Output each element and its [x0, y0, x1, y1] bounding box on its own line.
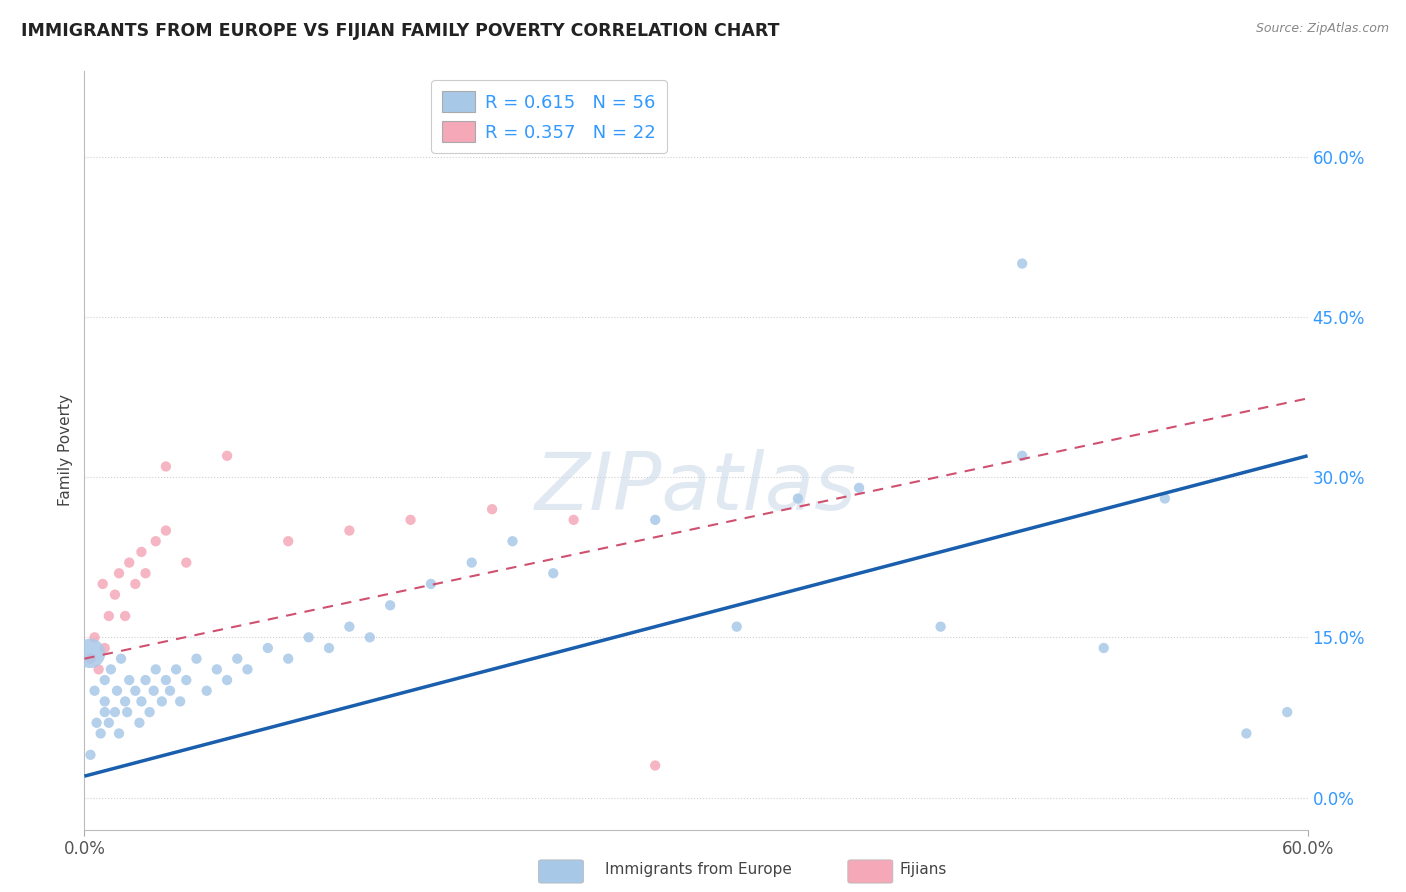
- Point: [1154, 491, 1177, 506]
- Point: [562, 513, 585, 527]
- Point: [217, 673, 239, 687]
- Point: [131, 545, 153, 559]
- Point: [108, 726, 131, 740]
- Point: [118, 556, 141, 570]
- Point: [104, 588, 127, 602]
- Point: [257, 640, 280, 655]
- Point: [481, 502, 503, 516]
- Point: [169, 694, 191, 708]
- Point: [174, 556, 197, 570]
- Point: [339, 524, 361, 538]
- Text: ZIPatlas: ZIPatlas: [534, 450, 858, 527]
- Point: [155, 524, 177, 538]
- Text: Immigrants from Europe: Immigrants from Europe: [605, 863, 792, 877]
- Point: [1092, 640, 1115, 655]
- Point: [174, 673, 197, 687]
- Point: [461, 556, 484, 570]
- Point: [929, 620, 952, 634]
- Point: [1236, 726, 1258, 740]
- Point: [118, 673, 141, 687]
- Point: [108, 566, 131, 581]
- Point: [543, 566, 565, 581]
- Point: [142, 683, 165, 698]
- Point: [644, 513, 666, 527]
- Point: [145, 662, 167, 676]
- Point: [318, 640, 340, 655]
- Legend: R = 0.615   N = 56, R = 0.357   N = 22: R = 0.615 N = 56, R = 0.357 N = 22: [432, 80, 666, 153]
- Point: [93, 705, 115, 719]
- Point: [131, 694, 153, 708]
- Point: [1277, 705, 1299, 719]
- Point: [115, 705, 138, 719]
- Point: [165, 662, 187, 676]
- Point: [725, 620, 748, 634]
- Point: [195, 683, 218, 698]
- Point: [124, 577, 146, 591]
- Point: [128, 715, 150, 730]
- Point: [277, 651, 299, 665]
- Point: [1011, 449, 1033, 463]
- Text: IMMIGRANTS FROM EUROPE VS FIJIAN FAMILY POVERTY CORRELATION CHART: IMMIGRANTS FROM EUROPE VS FIJIAN FAMILY …: [21, 22, 779, 40]
- Point: [93, 640, 115, 655]
- Point: [145, 534, 167, 549]
- Point: [359, 631, 381, 645]
- Point: [114, 694, 136, 708]
- Point: [155, 673, 177, 687]
- Point: [787, 491, 810, 506]
- Point: [848, 481, 870, 495]
- Point: [83, 631, 105, 645]
- Point: [79, 646, 101, 660]
- Point: [97, 609, 120, 624]
- Point: [380, 599, 402, 613]
- Point: [91, 577, 114, 591]
- Point: [155, 459, 177, 474]
- Point: [79, 651, 101, 665]
- Point: [87, 662, 110, 676]
- Point: [277, 534, 299, 549]
- Point: [100, 662, 122, 676]
- Point: [93, 673, 115, 687]
- Text: Fijians: Fijians: [900, 863, 948, 877]
- Point: [205, 662, 228, 676]
- Text: Source: ZipAtlas.com: Source: ZipAtlas.com: [1256, 22, 1389, 36]
- Point: [135, 566, 157, 581]
- Point: [186, 651, 208, 665]
- Y-axis label: Family Poverty: Family Poverty: [58, 394, 73, 507]
- Point: [502, 534, 524, 549]
- Point: [110, 651, 132, 665]
- Point: [159, 683, 181, 698]
- Point: [339, 620, 361, 634]
- Point: [226, 651, 249, 665]
- Point: [150, 694, 173, 708]
- Point: [138, 705, 160, 719]
- Point: [236, 662, 259, 676]
- Point: [93, 694, 115, 708]
- Point: [83, 683, 105, 698]
- Point: [399, 513, 422, 527]
- Point: [420, 577, 443, 591]
- Point: [97, 715, 120, 730]
- Point: [217, 449, 239, 463]
- Point: [644, 758, 666, 772]
- Point: [79, 747, 101, 762]
- Point: [135, 673, 157, 687]
- Point: [105, 683, 128, 698]
- Point: [114, 609, 136, 624]
- Point: [124, 683, 146, 698]
- Point: [86, 715, 108, 730]
- Point: [1011, 256, 1033, 270]
- Point: [104, 705, 127, 719]
- Point: [90, 726, 112, 740]
- Point: [298, 631, 321, 645]
